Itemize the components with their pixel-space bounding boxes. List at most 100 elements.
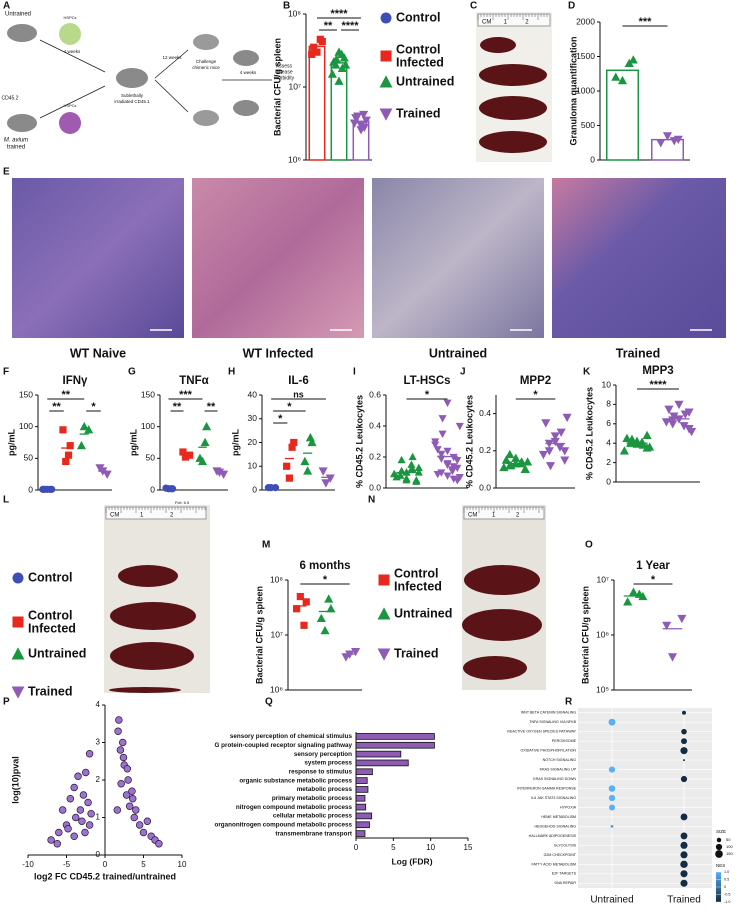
volcano-point <box>122 791 131 799</box>
data-point <box>443 460 452 468</box>
image-caption: Untrained <box>429 346 487 360</box>
x-axis-label: log2 FC CD45.2 trained/untrained <box>34 871 176 881</box>
volcano-point <box>143 817 152 825</box>
y-tick-label: 1500 <box>576 51 595 61</box>
ruler-label: 1 <box>492 513 496 519</box>
data-point <box>624 58 634 67</box>
data-point <box>39 485 47 493</box>
data-point <box>64 451 73 459</box>
sig-label: **** <box>341 20 359 32</box>
y-tick-label: 150 <box>141 389 155 399</box>
data-point <box>285 474 293 482</box>
data-point <box>562 413 572 423</box>
x-tick-label: 0 <box>103 860 108 869</box>
data-point <box>505 449 515 459</box>
image-caption: WT Infected <box>243 346 314 360</box>
category-label: nitrogen compound metabolic process <box>236 804 353 811</box>
volcano-point <box>70 783 78 792</box>
term-label: PEROXISOME <box>552 739 577 743</box>
data-point <box>349 119 359 128</box>
data-point <box>437 455 446 463</box>
x-tick-label: 0 <box>354 843 359 852</box>
bar <box>355 741 435 749</box>
data-point <box>341 60 351 69</box>
legend-label: Untrained <box>28 646 86 660</box>
data-point <box>407 465 416 473</box>
sig-label: * <box>287 401 292 413</box>
data-point <box>438 430 447 438</box>
panel-letter: N <box>368 495 375 506</box>
panel-letter: M <box>262 540 270 551</box>
data-point <box>538 450 548 460</box>
volcano-point <box>132 806 140 814</box>
enrichment-dot <box>610 825 614 828</box>
y-tick-label: 0.2 <box>369 451 381 461</box>
legend-label: -1.0 <box>724 900 731 904</box>
term-label: HYPOXIA <box>560 805 577 809</box>
legend-label: Infected <box>394 579 442 593</box>
data-point <box>167 485 175 493</box>
data-point <box>632 439 642 448</box>
x-axis-label: Log (FDR) <box>391 856 432 866</box>
ruler-label: CM <box>468 513 477 519</box>
axis-line <box>495 395 575 489</box>
enrichment-dot <box>680 870 688 878</box>
data-point <box>46 485 54 493</box>
y-axis-label: pg/mL <box>6 429 16 456</box>
legend-dot <box>715 843 723 851</box>
legend-label: Control <box>396 42 440 56</box>
data-point <box>361 116 371 126</box>
sig-label: ** <box>52 401 61 413</box>
legend-dot <box>716 837 722 843</box>
x-tick-label: 15 <box>464 843 473 852</box>
term-label: KRAS SIGNALING DOWN <box>533 777 576 781</box>
category-label: organonitrogen compound metabolic proces… <box>215 821 353 828</box>
volcano-point <box>119 753 128 762</box>
y-tick-label: 2000 <box>576 16 595 26</box>
hspc-icon <box>59 23 81 45</box>
legend-label: 1.0 <box>724 870 729 874</box>
y-tick-label: 0.4 <box>369 420 381 430</box>
y-axis-label: pg/mL <box>230 429 240 456</box>
data-point <box>448 467 457 476</box>
data-point <box>626 438 636 447</box>
data-point <box>443 472 452 480</box>
term-label: GLYCOLYSIS <box>554 843 577 847</box>
schematic-label: HSPCs <box>63 15 76 20</box>
volcano-point <box>128 787 136 795</box>
volcano-point <box>116 746 125 754</box>
bar <box>355 821 370 829</box>
y-tick-label: 2 <box>606 457 611 467</box>
bar <box>355 794 366 802</box>
y-tick-label: 10 <box>602 379 612 389</box>
data-point <box>455 422 464 431</box>
panel-title: MPP3 <box>642 365 673 377</box>
schematic-label: irradiated CD45.1 <box>114 99 150 104</box>
volcano-point <box>114 727 122 735</box>
axis-line <box>305 14 372 161</box>
y-tick-label: 0 <box>28 484 33 494</box>
panel-title: IL-6 <box>288 375 308 387</box>
data-point <box>412 477 421 485</box>
data-point <box>617 75 628 85</box>
data-point <box>656 139 666 148</box>
data-point <box>288 443 296 451</box>
y-tick-label: 10⁷ <box>596 574 609 584</box>
volcano-point <box>155 839 163 848</box>
term-label: KRAS SIGNALING UP <box>540 768 577 772</box>
panel-letter: Q <box>265 697 273 708</box>
y-tick-label: 100 <box>141 421 155 431</box>
y-tick-label: 10 <box>248 461 258 471</box>
legend-label: Untrained <box>394 606 452 620</box>
volcano-point <box>53 839 62 848</box>
data-point <box>325 474 335 483</box>
data-point <box>550 432 560 441</box>
panel-letter: F <box>3 367 9 378</box>
data-point <box>316 35 324 43</box>
enrichment-dot <box>680 860 688 869</box>
data-point <box>669 137 679 146</box>
panel-letter: C <box>470 1 477 12</box>
category-label: primary metabolic process <box>272 795 353 802</box>
data-point <box>345 650 355 659</box>
